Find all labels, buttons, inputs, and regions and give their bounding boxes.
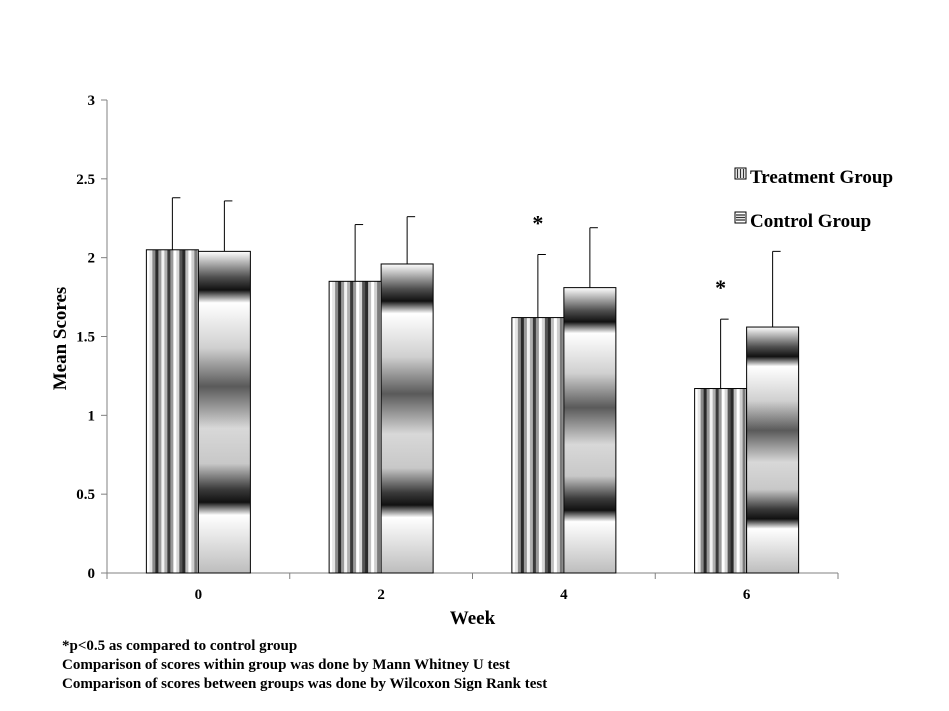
legend-label: Treatment Group (750, 167, 893, 188)
axis-labels: 0 2 4 6 Week Mean Scores (50, 287, 751, 629)
legend: Treatment Group Control Group (734, 167, 893, 232)
bar-treatment-group (511, 317, 565, 574)
footnotes: *p<0.5 as compared to control group Comp… (62, 637, 547, 694)
x-tick-label: 4 (560, 587, 568, 603)
y-tick-label: 0.5 (76, 487, 95, 503)
footnote-significance: *p<0.5 as compared to control group (62, 638, 298, 654)
bar-control-group (563, 287, 617, 574)
significance-marks: ** (532, 211, 726, 301)
bar-group (145, 249, 199, 574)
significance-asterisk: * (532, 211, 543, 236)
bar-group (511, 317, 565, 574)
legend-swatch-control (734, 211, 747, 224)
footnote-between-group-test: Comparison of scores between groups was … (62, 676, 548, 692)
y-axis-title: Mean Scores (50, 287, 71, 391)
bar-control-group (380, 263, 434, 574)
legend-swatch-treatment (734, 167, 747, 180)
x-axis-title: Week (450, 608, 496, 629)
bar-group (328, 280, 382, 574)
y-tick-label: 1 (88, 408, 96, 424)
bar-control-group (197, 250, 251, 574)
x-tick-label: 6 (743, 587, 751, 603)
y-tick-label: 2.5 (76, 172, 95, 188)
bar-treatment-group (145, 249, 199, 574)
error-bars (171, 197, 781, 389)
x-tick-label: 2 (377, 587, 385, 603)
significance-asterisk: * (715, 275, 726, 300)
footnote-within-group-test: Comparison of scores within group was do… (62, 657, 510, 673)
x-tick-label: 0 (195, 587, 203, 603)
y-tick-label: 0 (88, 566, 96, 582)
bar-treatment-group (694, 388, 748, 574)
bar-control-group (746, 326, 800, 574)
y-tick-label: 3 (88, 93, 96, 109)
bars (145, 249, 800, 574)
bar-treatment-group (328, 280, 382, 574)
y-tick-label: 1.5 (76, 330, 95, 346)
legend-label: Control Group (750, 211, 871, 232)
bar-group (694, 388, 748, 574)
y-tick-label: 2 (88, 251, 96, 267)
